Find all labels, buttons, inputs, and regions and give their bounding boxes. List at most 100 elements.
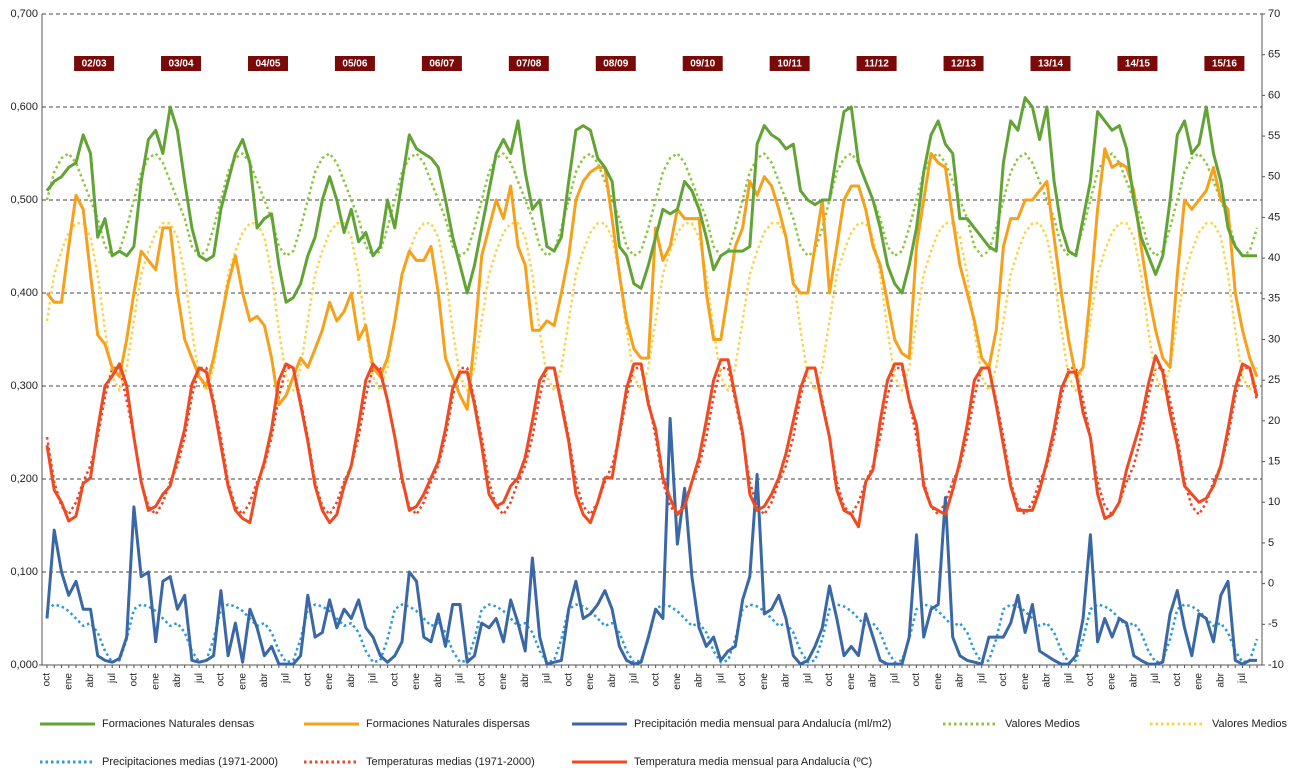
x-tick-label: jul	[281, 673, 292, 684]
season-badge	[856, 56, 897, 71]
x-tick-label: oct	[476, 673, 487, 687]
y2-tick-label: 55	[1268, 130, 1280, 142]
season-label: 06/07	[429, 59, 454, 70]
x-tick-label: oct	[302, 673, 313, 687]
x-tick-label: abr	[1215, 672, 1226, 687]
x-tick-label: abr	[85, 672, 96, 687]
y-tick-label: 0,200	[10, 473, 38, 485]
y2-tick-label: 30	[1268, 333, 1280, 345]
season-label: 09/10	[690, 59, 715, 70]
season-label: 11/12	[864, 59, 889, 70]
y-tick-label: 0,700	[10, 8, 38, 20]
season-badge	[334, 56, 375, 71]
x-tick-label: ene	[498, 673, 509, 690]
y2-tick-label: 60	[1268, 89, 1280, 101]
x-tick-label: abr	[955, 672, 966, 687]
series-line	[45, 222, 1259, 392]
legend-label: Precipitación media mensual para Andaluc…	[634, 718, 891, 730]
y2-tick-label: 0	[1268, 578, 1274, 590]
y2-tick-label: 10	[1268, 496, 1280, 508]
legend-label: Temperaturas medias (1971-2000)	[366, 756, 535, 768]
x-tick-label: jul	[107, 673, 118, 684]
y2-tick-label: -5	[1268, 618, 1278, 630]
season-badge	[1204, 56, 1245, 71]
season-label: 08/09	[603, 59, 628, 70]
legend-label: Valores Medios	[1005, 718, 1080, 730]
x-tick-label: oct	[216, 673, 227, 687]
x-tick-label: abr	[520, 672, 531, 687]
season-label: 14/15	[1125, 59, 1150, 70]
y2-tick-label: 15	[1268, 455, 1280, 467]
x-tick-label: oct	[389, 673, 400, 687]
season-badge	[1030, 56, 1071, 71]
series-line	[45, 147, 1259, 411]
x-tick-label: abr	[433, 672, 444, 687]
season-label: 15/16	[1212, 59, 1237, 70]
series-line	[45, 417, 1257, 666]
x-tick-label: jul	[976, 673, 987, 684]
y2-tick-label: 50	[1268, 171, 1280, 183]
x-tick-label: jul	[1150, 673, 1161, 684]
season-badge	[1117, 56, 1158, 71]
x-tick-label: oct	[1085, 673, 1096, 687]
season-badge	[682, 56, 723, 71]
x-tick-label: oct	[563, 673, 574, 687]
x-tick-label: ene	[1020, 673, 1031, 690]
season-badge	[595, 56, 636, 71]
y-tick-label: 0,500	[10, 194, 38, 206]
x-tick-label: jul	[629, 673, 640, 684]
x-tick-label: ene	[63, 673, 74, 690]
y-tick-label: 0,100	[10, 566, 38, 578]
y2-tick-label: 45	[1268, 211, 1280, 223]
series-line	[45, 96, 1257, 304]
season-label: 03/04	[169, 59, 194, 70]
season-label: 13/14	[1038, 59, 1063, 70]
x-tick-label: abr	[172, 672, 183, 687]
y2-tick-label: 65	[1268, 49, 1280, 61]
x-tick-label: oct	[998, 673, 1009, 687]
y2-tick-label: 25	[1268, 374, 1280, 386]
season-badge	[247, 56, 288, 71]
y-tick-label: 0,300	[10, 380, 38, 392]
x-tick-label: jul	[455, 673, 466, 684]
x-tick-label: ene	[846, 673, 857, 690]
y2-tick-label: 40	[1268, 252, 1280, 264]
x-tick-label: oct	[911, 673, 922, 687]
y-tick-label: 0,000	[10, 659, 38, 671]
y2-tick-label: 35	[1268, 293, 1280, 305]
x-tick-label: abr	[781, 672, 792, 687]
x-tick-label: ene	[150, 673, 161, 690]
x-tick-label: oct	[129, 673, 140, 687]
x-tick-label: ene	[324, 673, 335, 690]
series-line	[45, 152, 1259, 258]
x-tick-label: jul	[715, 673, 726, 684]
season-label: 10/11	[777, 59, 802, 70]
season-badge	[74, 56, 115, 71]
x-tick-label: abr	[1042, 672, 1053, 687]
y2-tick-label: -10	[1268, 659, 1284, 671]
x-tick-label: oct	[824, 673, 835, 687]
legend-label: Temperatura media mensual para Andalucía…	[634, 756, 872, 768]
x-tick-label: abr	[346, 672, 357, 687]
x-tick-label: abr	[1128, 672, 1139, 687]
y-tick-label: 0,400	[10, 287, 38, 299]
x-tick-label: jul	[802, 673, 813, 684]
x-tick-label: oct	[1172, 673, 1183, 687]
x-tick-label: jul	[1237, 673, 1248, 684]
season-label: 07/08	[516, 59, 541, 70]
x-tick-label: abr	[259, 672, 270, 687]
season-badge	[943, 56, 984, 71]
x-tick-label: ene	[759, 673, 770, 690]
season-label: 02/03	[82, 59, 107, 70]
season-badge	[421, 56, 462, 71]
x-tick-label: abr	[694, 672, 705, 687]
x-tick-label: ene	[933, 673, 944, 690]
y2-tick-label: 20	[1268, 415, 1280, 427]
y-tick-label: 0,600	[10, 101, 38, 113]
x-tick-label: oct	[650, 673, 661, 687]
y2-tick-label: 70	[1268, 8, 1280, 20]
x-tick-label: jul	[1063, 673, 1074, 684]
x-tick-label: jul	[889, 673, 900, 684]
x-tick-label: abr	[868, 672, 879, 687]
